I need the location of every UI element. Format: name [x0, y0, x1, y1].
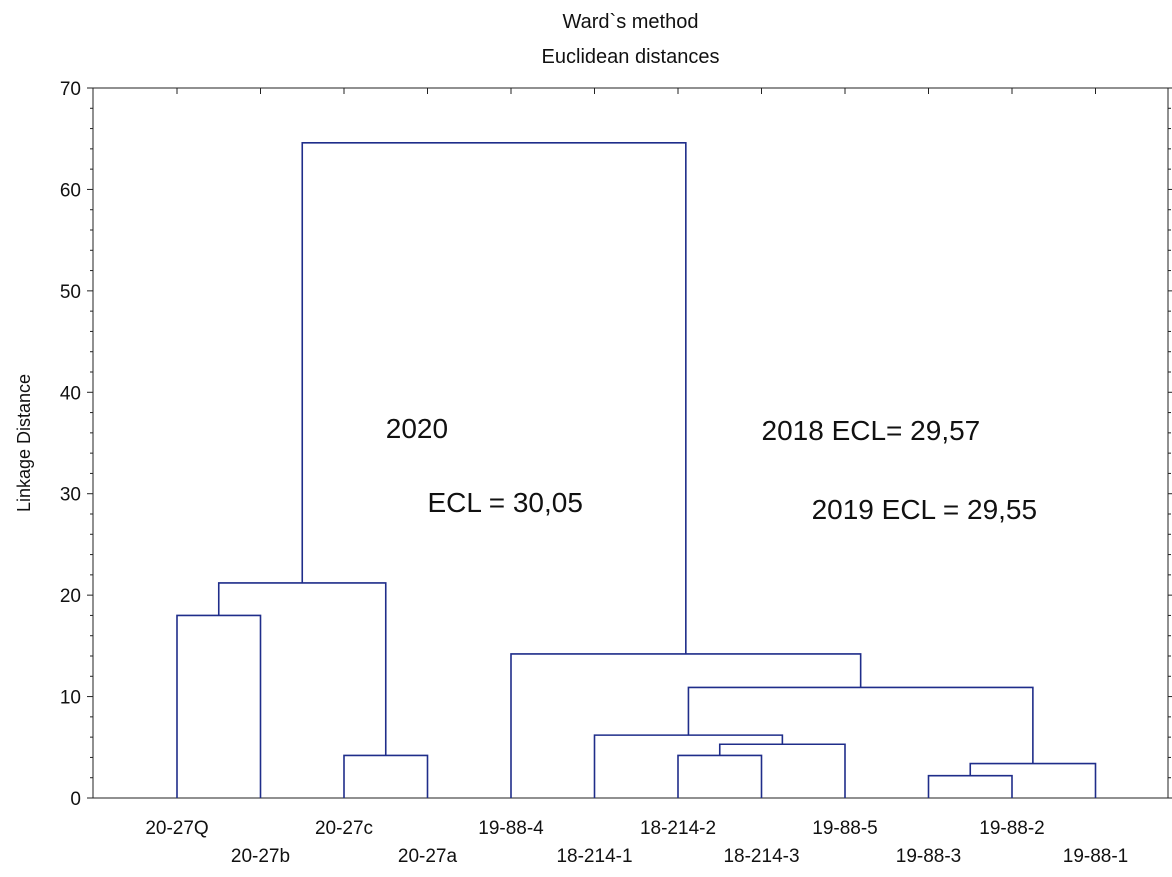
leaf-label: 18-214-3 [723, 846, 799, 867]
y-tick-label: 60 [60, 180, 81, 201]
dendrogram-link [677, 754, 763, 798]
leaf-label: 19-88-5 [812, 818, 878, 839]
dendrogram-link [718, 743, 846, 798]
leaf-label: 20-27c [315, 818, 373, 839]
dendrogram-link [927, 774, 1013, 798]
dendrogram-link [510, 653, 862, 798]
leaf-label: 19-88-1 [1063, 846, 1129, 867]
dendrogram-link [176, 614, 262, 798]
y-tick-label: 0 [70, 789, 81, 810]
annotation-label: 2018 ECL= 29,57 [762, 415, 981, 446]
leaf-label: 18-214-1 [556, 846, 632, 867]
y-tick-label: 50 [60, 282, 81, 303]
dendrogram-link [343, 754, 429, 798]
y-tick-label: 40 [60, 383, 81, 404]
annotation-label: 2020 [386, 413, 448, 444]
leaf-label: 18-214-2 [640, 818, 716, 839]
leaf-label: 20-27Q [145, 818, 208, 839]
leaf-label: 20-27b [231, 846, 290, 867]
chart-title: Ward`s method [563, 11, 699, 33]
plot-frame [92, 87, 1169, 799]
y-tick-label: 10 [60, 688, 81, 709]
leaf-label: 19-88-2 [979, 818, 1045, 839]
dendrogram-link [217, 582, 387, 756]
dendrogram-link [969, 762, 1097, 798]
y-tick-label: 20 [60, 586, 81, 607]
dendrogram-link [301, 141, 687, 654]
leaf-label: 19-88-4 [478, 818, 544, 839]
y-axis-label: Linkage Distance [14, 374, 34, 512]
annotation-label: ECL = 30,05 [428, 487, 583, 518]
y-tick-label: 70 [60, 79, 81, 100]
leaf-label: 19-88-3 [896, 846, 962, 867]
annotation-label: 2019 ECL = 29,55 [812, 494, 1037, 525]
leaf-label: 20-27a [398, 846, 458, 867]
chart-subtitle: Euclidean distances [542, 46, 720, 68]
y-tick-label: 30 [60, 485, 81, 506]
dendrogram-link [687, 686, 1034, 764]
